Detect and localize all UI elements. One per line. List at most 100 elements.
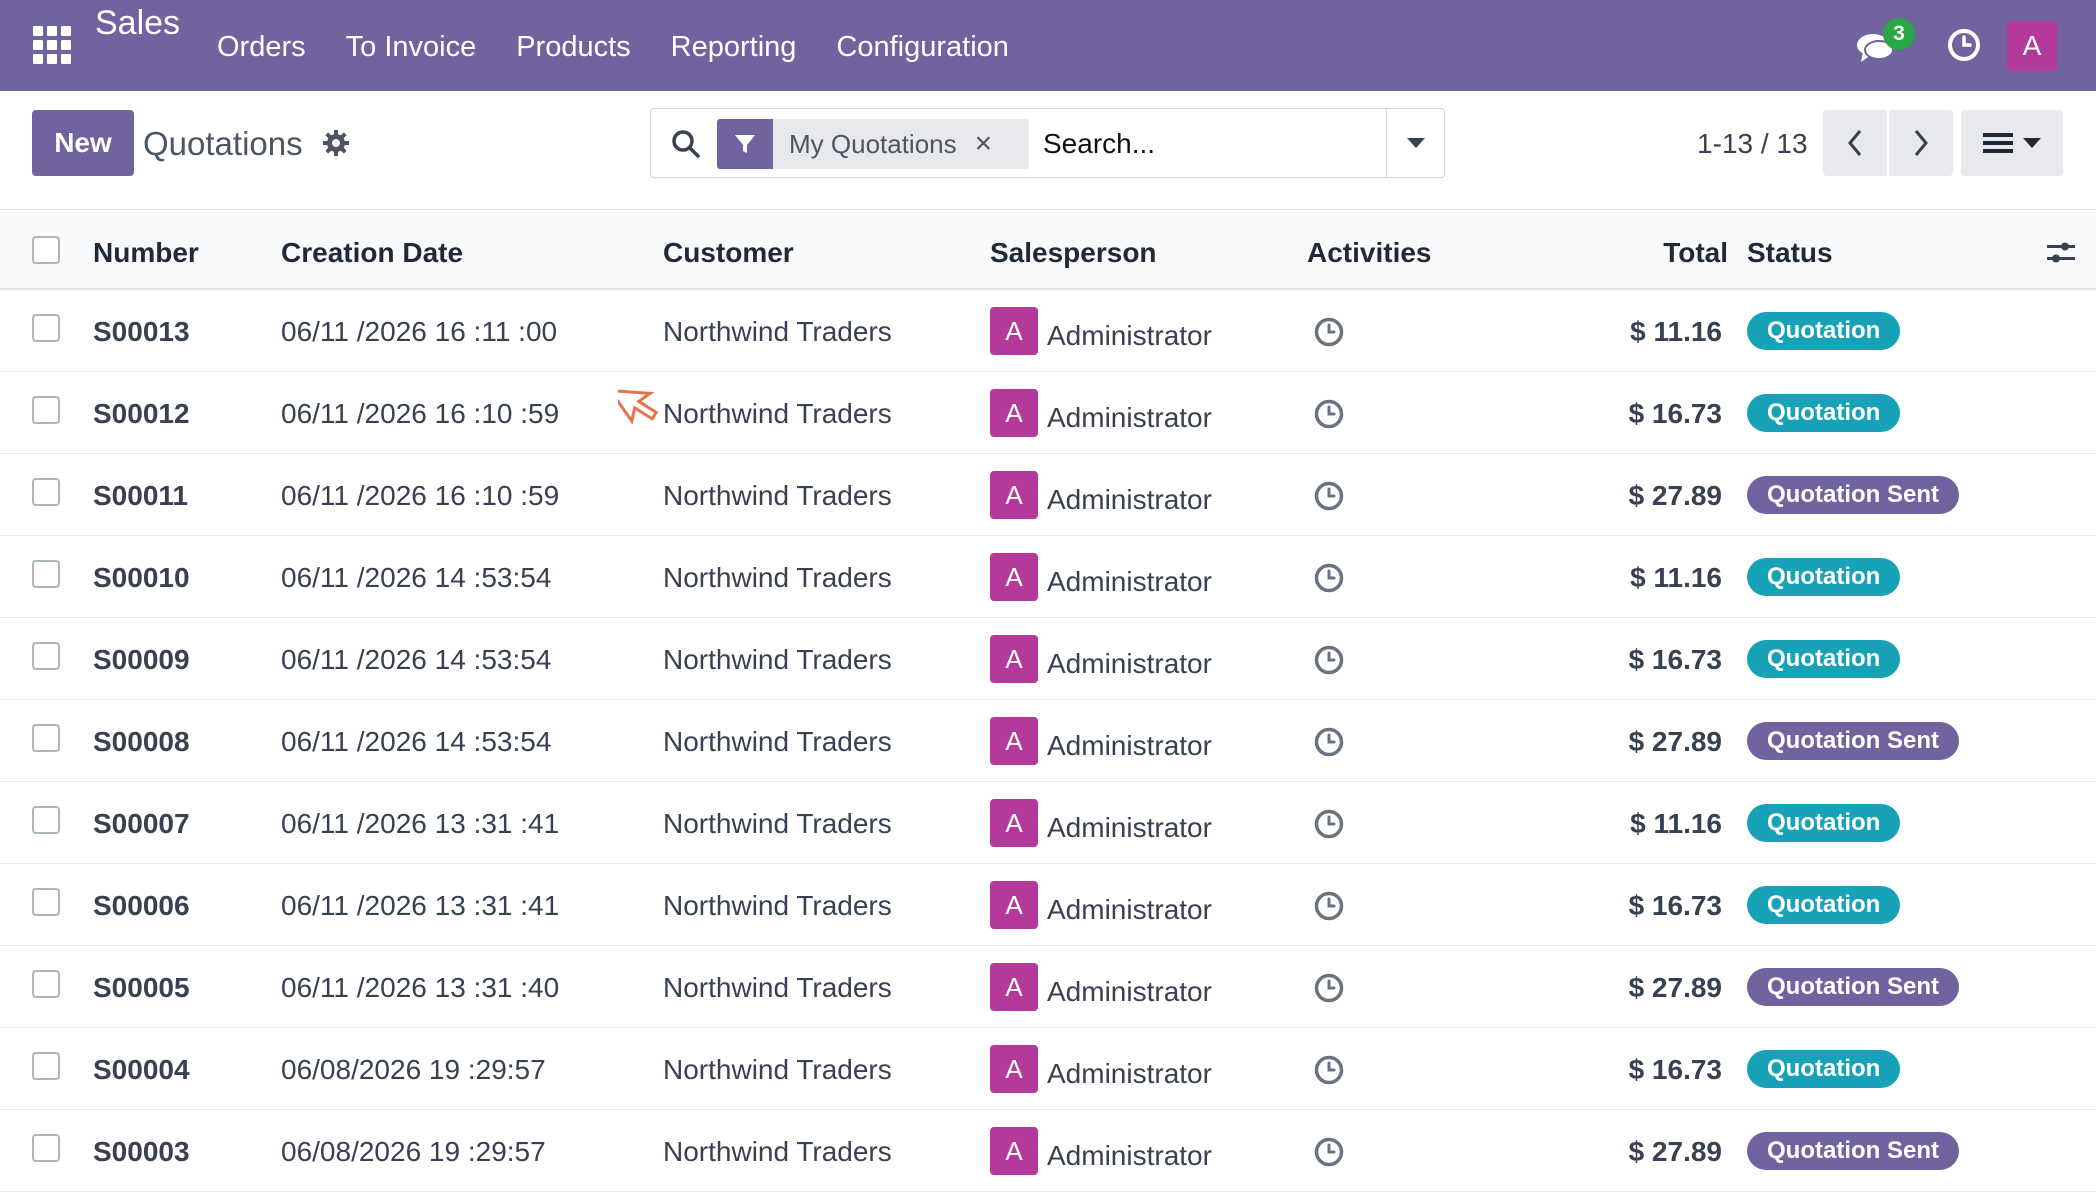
select-all-checkbox[interactable] <box>32 236 60 264</box>
cell-customer: Northwind Traders <box>663 972 892 1003</box>
cell-number: S00010 <box>93 562 190 593</box>
table-row[interactable]: S00012 06/11 /2026 16 :10 :59 Northwind … <box>0 372 2096 454</box>
table-row[interactable]: S00005 06/11 /2026 13 :31 :40 Northwind … <box>0 946 2096 1028</box>
nav-item-reporting[interactable]: Reporting <box>670 31 797 63</box>
nav-item-orders[interactable]: Orders <box>217 31 306 63</box>
cell-creation-date: 06/08/2026 19 :29:57 <box>281 1136 546 1167</box>
chevron-left-icon <box>1848 130 1862 156</box>
search-input[interactable] <box>1043 121 1383 167</box>
salesperson-avatar: A <box>990 1045 1038 1093</box>
cell-customer: Northwind Traders <box>663 398 892 429</box>
top-navbar: Sales Orders To Invoice Products Reporti… <box>0 0 2096 91</box>
facet-label: My Quotations <box>789 128 957 159</box>
row-checkbox[interactable] <box>32 560 60 588</box>
cell-total: $ 27.89 <box>1628 726 1722 757</box>
cell-number: S00009 <box>93 644 190 675</box>
header-customer[interactable]: Customer <box>663 237 794 268</box>
row-checkbox[interactable] <box>32 1134 60 1162</box>
nav-item-products[interactable]: Products <box>516 31 631 63</box>
header-activities[interactable]: Activities <box>1307 237 1432 268</box>
table-row[interactable]: S00009 06/11 /2026 14 :53:54 Northwind T… <box>0 618 2096 700</box>
cell-customer: Northwind Traders <box>663 316 892 347</box>
header-salesperson[interactable]: Salesperson <box>990 237 1157 268</box>
cell-total: $ 27.89 <box>1628 972 1722 1003</box>
salesperson-avatar: A <box>990 389 1038 437</box>
close-icon[interactable]: × <box>974 127 993 160</box>
nav-item-configuration[interactable]: Configuration <box>836 31 1009 63</box>
activity-clock-icon[interactable] <box>1313 726 1345 758</box>
row-checkbox[interactable] <box>32 478 60 506</box>
table-row[interactable]: S00004 06/08/2026 19 :29:57 Northwind Tr… <box>0 1028 2096 1110</box>
table-row[interactable]: S00003 06/08/2026 19 :29:57 Northwind Tr… <box>0 1110 2096 1192</box>
cell-salesperson: Administrator <box>1047 566 1212 597</box>
cell-creation-date: 06/11 /2026 16 :11 :00 <box>281 316 558 347</box>
user-avatar[interactable]: A <box>2007 21 2057 71</box>
search-options-toggle[interactable] <box>1386 109 1444 177</box>
status-badge: Quotation <box>1747 804 1901 842</box>
activity-clock-icon[interactable] <box>1313 808 1345 840</box>
chevron-right-icon <box>1914 130 1928 156</box>
column-settings-icon[interactable] <box>2045 239 2077 267</box>
activity-button[interactable] <box>1947 28 1981 62</box>
cell-total: $ 11.16 <box>1630 808 1722 839</box>
table-row[interactable]: S00013 06/11 /2026 16 :11 :00 Northwind … <box>0 290 2096 372</box>
cell-number: S00008 <box>93 726 190 757</box>
row-checkbox[interactable] <box>32 970 60 998</box>
row-checkbox[interactable] <box>32 396 60 424</box>
activity-clock-icon[interactable] <box>1313 972 1345 1004</box>
activity-clock-icon[interactable] <box>1313 1136 1345 1168</box>
row-checkbox[interactable] <box>32 806 60 834</box>
activity-clock-icon[interactable] <box>1313 890 1345 922</box>
pager-value[interactable]: 1-13 / 13 <box>1697 128 1808 159</box>
row-checkbox[interactable] <box>32 1052 60 1080</box>
status-badge: Quotation Sent <box>1747 968 1959 1006</box>
new-button[interactable]: New <box>32 110 134 176</box>
cell-salesperson: Administrator <box>1047 1140 1212 1171</box>
row-checkbox[interactable] <box>32 642 60 670</box>
header-total[interactable]: Total <box>1663 237 1728 268</box>
app-title[interactable]: Sales <box>95 4 181 42</box>
cell-customer: Northwind Traders <box>663 1136 892 1167</box>
activity-clock-icon[interactable] <box>1313 644 1345 676</box>
activity-clock-icon[interactable] <box>1313 398 1345 430</box>
table-row[interactable]: S00010 06/11 /2026 14 :53:54 Northwind T… <box>0 536 2096 618</box>
table-body: S00013 06/11 /2026 16 :11 :00 Northwind … <box>0 290 2096 1192</box>
cell-total: $ 16.73 <box>1628 1054 1722 1085</box>
cell-customer: Northwind Traders <box>663 808 892 839</box>
table-row[interactable]: S00011 06/11 /2026 16 :10 :59 Northwind … <box>0 454 2096 536</box>
table-row[interactable]: S00008 06/11 /2026 14 :53:54 Northwind T… <box>0 700 2096 782</box>
chat-button[interactable]: 3 <box>1855 18 1915 66</box>
activity-clock-icon[interactable] <box>1313 1054 1345 1086</box>
activity-clock-icon[interactable] <box>1313 562 1345 594</box>
page-title[interactable]: Quotations <box>143 125 303 162</box>
row-checkbox[interactable] <box>32 724 60 752</box>
control-panel: New Quotations My Quotations × <box>0 91 2096 210</box>
cell-number: S00011 <box>93 480 188 511</box>
apps-icon[interactable] <box>33 26 71 64</box>
cell-creation-date: 06/11 /2026 14 :53:54 <box>281 644 552 675</box>
header-status[interactable]: Status <box>1747 237 1833 268</box>
nav-item-to-invoice[interactable]: To Invoice <box>345 31 477 63</box>
pager-previous-button[interactable] <box>1823 110 1887 176</box>
activity-clock-icon[interactable] <box>1313 480 1345 512</box>
view-switcher-button[interactable] <box>1961 110 2063 176</box>
table-row[interactable]: S00006 06/11 /2026 13 :31 :41 Northwind … <box>0 864 2096 946</box>
cell-total: $ 27.89 <box>1628 1136 1722 1167</box>
cell-total: $ 11.16 <box>1630 316 1722 347</box>
row-checkbox[interactable] <box>32 888 60 916</box>
status-badge: Quotation <box>1747 640 1901 678</box>
row-checkbox[interactable] <box>32 314 60 342</box>
table-row[interactable]: S00007 06/11 /2026 13 :31 :41 Northwind … <box>0 782 2096 864</box>
pager-next-button[interactable] <box>1889 110 1953 176</box>
search-icon[interactable] <box>671 129 701 159</box>
header-creation-date[interactable]: Creation Date <box>281 237 464 268</box>
cell-creation-date: 06/11 /2026 14 :53:54 <box>281 562 552 593</box>
status-badge: Quotation <box>1747 312 1901 350</box>
status-badge: Quotation Sent <box>1747 722 1959 760</box>
cell-salesperson: Administrator <box>1047 484 1212 515</box>
cell-total: $ 16.73 <box>1628 644 1722 675</box>
gear-icon[interactable] <box>322 129 350 157</box>
activity-clock-icon[interactable] <box>1313 316 1345 348</box>
header-number[interactable]: Number <box>93 237 199 268</box>
salesperson-avatar: A <box>990 799 1038 847</box>
